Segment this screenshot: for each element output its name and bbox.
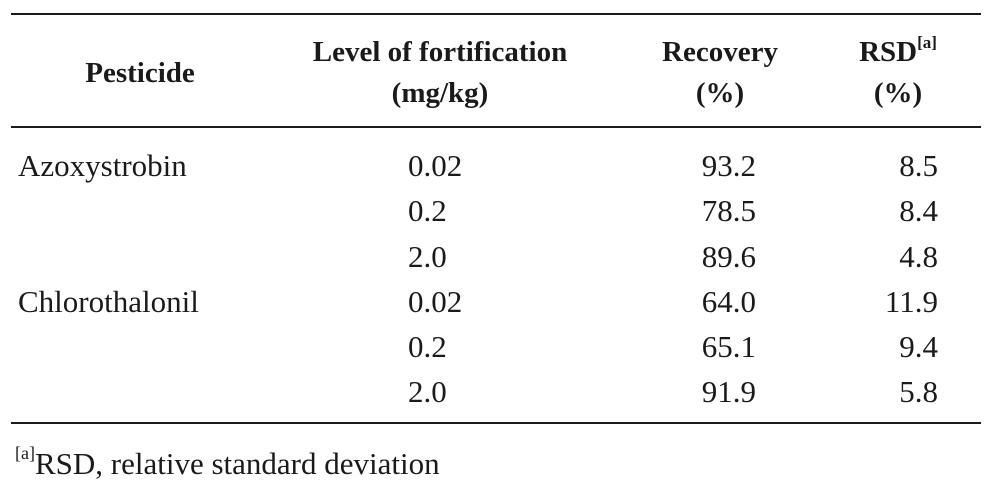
cell-recovery: 65.1	[701, 329, 756, 365]
header-pesticide: Pesticide	[40, 53, 240, 94]
header-rsd-footnote-mark: [a]	[917, 33, 937, 52]
cell-recovery: 64.0	[701, 283, 756, 319]
header-recovery-unit: (%)	[695, 77, 745, 109]
cell-recovery: 91.9	[701, 374, 756, 410]
header-rsd-title: RSD[a]	[838, 32, 958, 73]
cell-level: 0.02	[408, 283, 463, 319]
header-rsd-unit: (%)	[873, 77, 923, 109]
table-body: Azoxystrobin 0.02 93.2 8.5 0.2 78.5 8.4 2.0 89.6…	[0, 143, 992, 415]
cell-rsd: 9.4	[899, 329, 938, 365]
table-row: Azoxystrobin 0.02 93.2 8.5	[0, 143, 992, 188]
header-level-label: Level of fortification	[312, 36, 568, 68]
header-recovery: Recovery (%)	[630, 32, 810, 114]
header-rsd: RSD[a] (%)	[838, 32, 958, 114]
header-rsd-label: RSD	[859, 36, 918, 68]
cell-rsd: 4.8	[899, 238, 938, 274]
cell-recovery: 93.2	[701, 148, 756, 183]
table-row: 0.2 65.1 9.4	[0, 324, 992, 369]
header-recovery-label: Recovery	[662, 36, 778, 68]
cell-level: 0.2	[408, 193, 447, 229]
footnote: [a]RSD, relative standard deviation	[15, 444, 440, 484]
cell-recovery: 89.6	[701, 238, 756, 274]
footnote-text: RSD, relative standard deviation	[34, 446, 440, 481]
table-row: 2.0 89.6 4.8	[0, 234, 992, 279]
table-row: 0.2 78.5 8.4	[0, 188, 992, 233]
header-pesticide-label: Pesticide	[85, 57, 195, 89]
table-row: 2.0 91.9 5.8	[0, 369, 992, 414]
cell-level: 0.2	[408, 329, 447, 365]
cell-level: 2.0	[408, 238, 447, 274]
footnote-mark: [a]	[15, 443, 35, 463]
table-top-rule	[11, 13, 981, 15]
cell-level: 0.02	[408, 148, 463, 183]
cell-level: 2.0	[408, 374, 447, 410]
cell-rsd: 8.5	[899, 148, 938, 183]
table-bottom-rule	[11, 422, 981, 424]
header-level-of-fortification: Level of fortification (mg/kg)	[270, 32, 610, 114]
cell-pesticide: Chlorothalonil	[18, 283, 199, 319]
table-row: Chlorothalonil 0.02 64.0 11.9	[0, 279, 992, 324]
header-rule	[11, 126, 981, 128]
cell-rsd: 8.4	[899, 193, 938, 229]
header-level-unit: (mg/kg)	[391, 77, 489, 109]
cell-rsd: 11.9	[884, 283, 938, 319]
cell-pesticide: Azoxystrobin	[18, 148, 187, 183]
cell-recovery: 78.5	[701, 193, 756, 229]
cell-rsd: 5.8	[899, 374, 938, 410]
